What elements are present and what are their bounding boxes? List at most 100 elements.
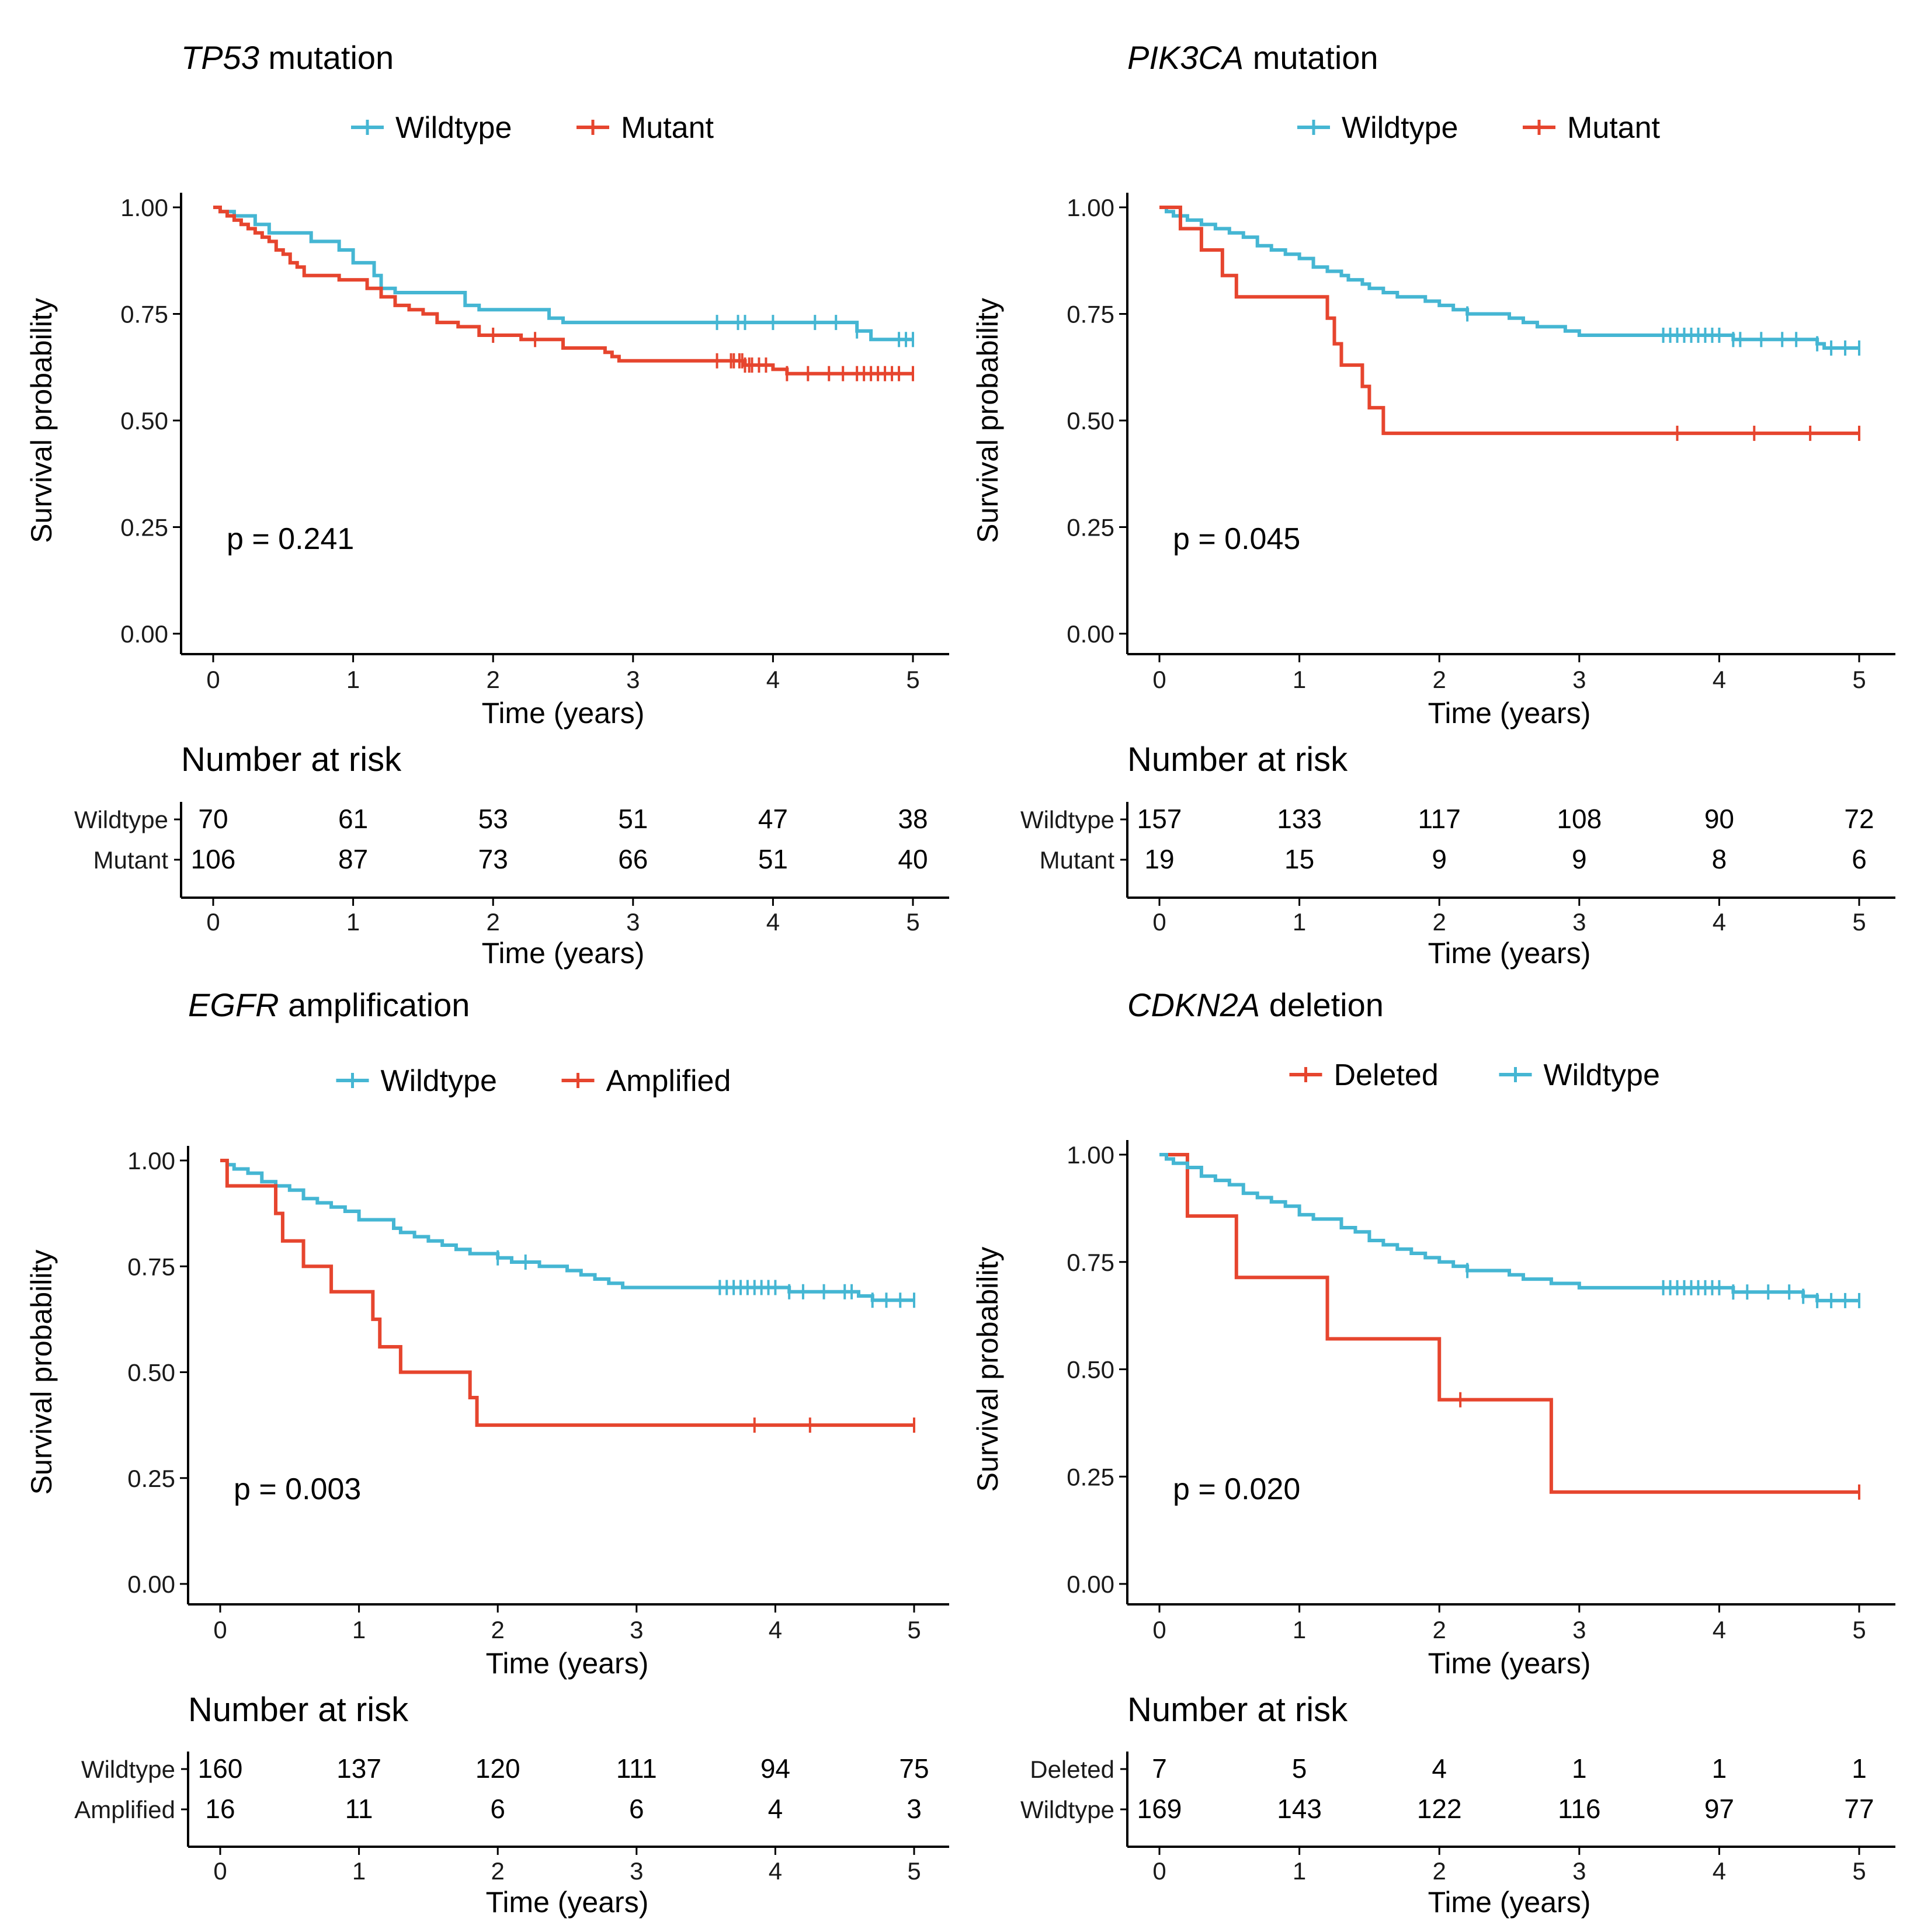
legend-item-mutant: Mutant (1523, 111, 1661, 145)
curve-deleted (1159, 1153, 1859, 1494)
x-tick-label: 3 (626, 666, 640, 693)
y-tick-label: 0.00 (120, 620, 168, 648)
curve-wildtype (1159, 206, 1859, 350)
y-tick-label: 0.25 (1067, 514, 1114, 541)
risk-value: 137 (336, 1753, 381, 1784)
x-tick-label: 4 (769, 1616, 782, 1643)
legend-label: Deleted (1334, 1058, 1439, 1092)
survival-curves (220, 1159, 915, 1433)
risk-x-tick-label: 5 (1852, 908, 1866, 936)
p-value: p = 0.003 (234, 1472, 361, 1506)
risk-x-tick-label: 4 (766, 908, 780, 936)
risk-value: 51 (758, 844, 788, 874)
risk-x-tick-label: 3 (1572, 1857, 1586, 1885)
risk-x-tick-label: 2 (1433, 1857, 1446, 1885)
x-tick-label: 2 (1433, 1616, 1446, 1643)
risk-x-axis-title: Time (years) (1428, 937, 1591, 970)
x-tick-label: 0 (1152, 666, 1166, 693)
x-tick-label: 2 (1433, 666, 1446, 693)
risk-x-axis-title: Time (years) (482, 937, 645, 970)
risk-value: 66 (618, 844, 648, 874)
risk-value: 8 (1712, 844, 1727, 874)
risk-value: 72 (1844, 804, 1874, 834)
y-tick-label: 0.75 (127, 1253, 175, 1280)
y-axis: 0.00 0.25 0.50 0.75 1.00 Survival probability (971, 1140, 1128, 1604)
y-tick-label: 0.00 (1067, 1570, 1114, 1598)
y-axis-title: Survival probability (971, 298, 1004, 543)
x-tick-label: 0 (1152, 1616, 1166, 1643)
x-tick-label: 4 (766, 666, 780, 693)
x-tick-label: 1 (1293, 1616, 1306, 1643)
p-value: p = 0.241 (227, 522, 354, 556)
y-axis-title: Survival probability (25, 298, 58, 543)
risk-x-tick-label: 5 (906, 908, 919, 936)
risk-value: 6 (629, 1794, 644, 1824)
legend-label: Mutant (1567, 111, 1661, 145)
risk-value: 77 (1844, 1794, 1874, 1824)
risk-x-tick-label: 4 (1713, 1857, 1726, 1885)
risk-value: 6 (490, 1794, 505, 1824)
risk-x-tick-label: 4 (1713, 908, 1726, 936)
risk-value: 4 (1432, 1753, 1447, 1784)
risk-table-title: Number at risk (181, 741, 402, 779)
legend-item-wildtype: Wildtype (351, 111, 512, 145)
risk-value: 15 (1284, 844, 1314, 874)
y-axis-title: Survival probability (971, 1247, 1004, 1492)
risk-value: 70 (198, 804, 228, 834)
y-axis: 0.00 0.25 0.50 0.75 1.00 Survival probability (25, 1146, 189, 1604)
risk-value: 40 (898, 844, 928, 874)
risk-value: 47 (758, 804, 788, 834)
x-axis: 0 1 2 3 4 5 Time (years) (181, 653, 949, 729)
risk-row-label: Wildtype (1020, 1796, 1114, 1823)
legend: Wildtype Mutant (351, 111, 714, 145)
risk-value: 160 (198, 1753, 243, 1784)
legend-label: Wildtype (1342, 111, 1458, 145)
risk-value: 1 (1852, 1753, 1867, 1784)
risk-value: 108 (1557, 804, 1602, 834)
risk-table-title: Number at risk (1127, 1691, 1348, 1729)
risk-value: 51 (618, 804, 648, 834)
risk-value: 122 (1417, 1794, 1462, 1824)
legend-item-wildtype: Wildtype (1297, 111, 1458, 145)
risk-value: 4 (768, 1794, 783, 1824)
y-tick-label: 1.00 (120, 194, 168, 221)
y-tick-label: 0.50 (1067, 1356, 1114, 1384)
x-axis-title: Time (years) (486, 1647, 649, 1680)
x-tick-label: 1 (352, 1616, 366, 1643)
x-tick-label: 3 (1572, 1616, 1586, 1643)
x-tick-label: 3 (1572, 666, 1586, 693)
risk-value: 19 (1144, 844, 1174, 874)
title-gene: TP53 (181, 39, 259, 76)
risk-x-tick-label: 1 (1293, 1857, 1306, 1885)
x-tick-label: 1 (346, 666, 360, 693)
survival-curves (1159, 1153, 1860, 1500)
risk-value: 73 (478, 844, 508, 874)
risk-value: 1 (1712, 1753, 1727, 1784)
risk-x-tick-label: 1 (346, 908, 360, 936)
risk-value: 16 (205, 1794, 235, 1824)
chart-title: EGFR amplification (188, 986, 470, 1023)
risk-value: 9 (1572, 844, 1587, 874)
chart-title: TP53 mutation (181, 39, 394, 76)
risk-value: 7 (1152, 1753, 1167, 1784)
y-tick-label: 0.50 (127, 1359, 175, 1387)
risk-x-tick-label: 2 (1433, 908, 1446, 936)
y-tick-label: 0.25 (127, 1465, 175, 1492)
legend-item-wildtype: Wildtype (336, 1064, 497, 1098)
x-tick-label: 4 (1713, 666, 1726, 693)
risk-x-tick-label: 2 (487, 908, 500, 936)
risk-value: 11 (345, 1794, 373, 1824)
risk-value: 143 (1277, 1794, 1322, 1824)
risk-value: 38 (898, 804, 928, 834)
risk-x-tick-label: 0 (206, 908, 220, 936)
x-axis: 0 1 2 3 4 5 Time (years) (1127, 653, 1895, 729)
risk-table-title: Number at risk (1127, 741, 1348, 779)
x-tick-label: 3 (630, 1616, 643, 1643)
y-axis: 0.00 0.25 0.50 0.75 1.00 Survival probability (971, 193, 1128, 654)
risk-value: 61 (338, 804, 368, 834)
risk-row-label: Amplified (74, 1796, 175, 1823)
